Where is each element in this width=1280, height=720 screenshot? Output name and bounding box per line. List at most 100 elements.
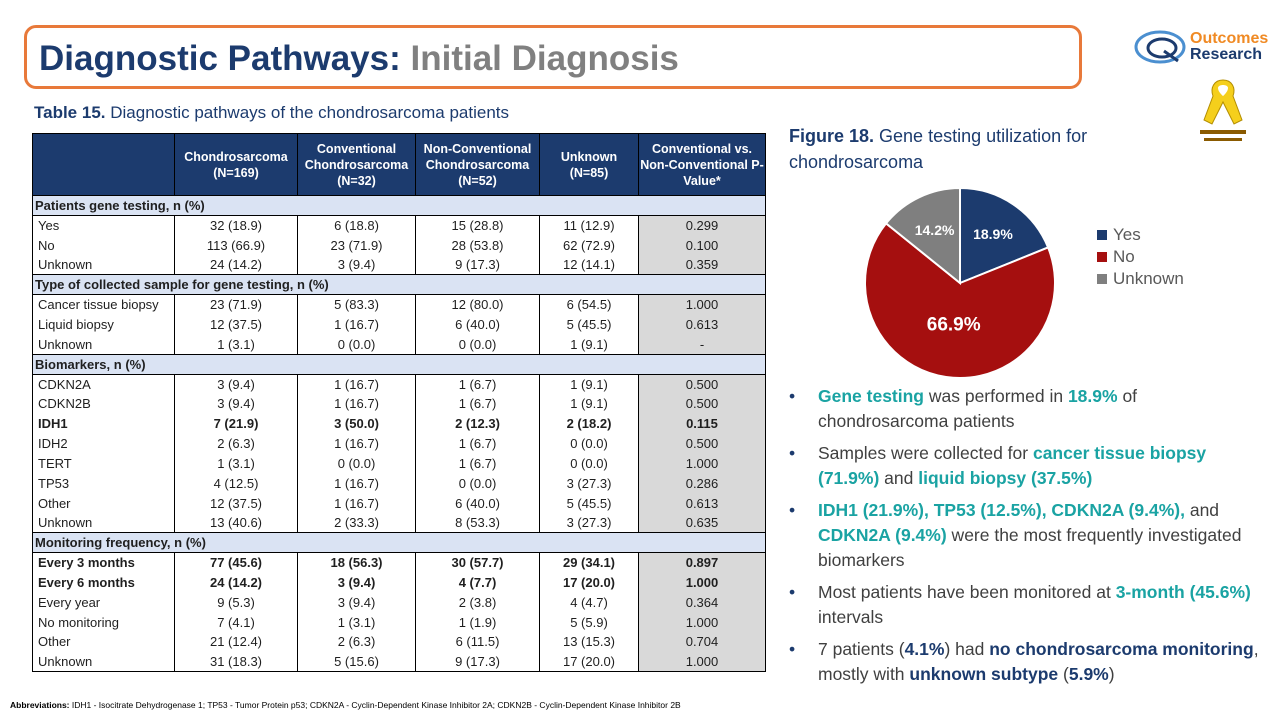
p-value-cell: 1.000 (638, 453, 766, 474)
bullet-text: Samples were collected for (818, 443, 1033, 463)
row-label: Other (32, 493, 175, 513)
table-cell: 0 (0.0) (297, 453, 416, 474)
bullet-icon: • (789, 639, 796, 659)
column-header: Unknown (N=85) (539, 133, 639, 196)
table-caption-label: Table 15. (34, 103, 106, 122)
bullet-text: 3-month (45.6%) (1115, 582, 1251, 602)
table-cell: 4 (12.5) (174, 473, 298, 494)
p-value-cell: 1.000 (638, 612, 766, 633)
legend-swatch (1097, 274, 1107, 284)
table-row: TERT 1 (3.1) 0 (0.0) 1 (6.7) 0 (0.0) 1.000 (32, 453, 766, 474)
bullet-item: • Samples were collected for cancer tissu… (789, 441, 1259, 491)
bullet-item: • Most patients have been monitored at 3-… (789, 580, 1259, 630)
table-cell: 1 (9.1) (539, 374, 639, 394)
table-cell: 17 (20.0) (539, 651, 639, 673)
logo-line1: Outcomes (1190, 30, 1269, 47)
table-cell: 1 (6.7) (415, 374, 540, 394)
bullet-text: 7 patients ( (818, 639, 905, 659)
bullet-text: , mostly with (818, 639, 1259, 684)
title-sub: Initial Diagnosis (410, 39, 679, 78)
legend-label: Yes (1113, 225, 1141, 244)
legend-item: No (1097, 246, 1184, 268)
legend-label: Unknown (1113, 269, 1184, 288)
table-cell: 31 (18.3) (174, 651, 298, 673)
table-cell: 0 (0.0) (415, 473, 540, 494)
table-cell: 12 (14.1) (539, 255, 639, 275)
legend-item: Unknown (1097, 268, 1184, 290)
column-header: Chondrosarcoma (N=169) (174, 133, 298, 196)
legend-label: No (1113, 247, 1135, 266)
table-row: Every 3 months 77 (45.6) 18 (56.3) 30 (57.7… (32, 552, 766, 573)
bullet-text: liquid biopsy (37.5%) (918, 468, 1093, 488)
table-cell: 5 (45.5) (539, 493, 639, 513)
table-cell: 5 (15.6) (297, 651, 416, 673)
table-cell: 1 (3.1) (297, 612, 416, 633)
table-row: Every year 9 (5.3) 3 (9.4) 2 (3.8) 4 (4.7) 0.… (32, 592, 766, 613)
table-row: CDKN2B 3 (9.4) 1 (16.7) 1 (6.7) 1 (9.1) 0.500 (32, 393, 766, 414)
table-cell: 1 (3.1) (174, 334, 298, 355)
table-cell: 6 (54.5) (539, 294, 639, 315)
p-value-cell: 0.897 (638, 552, 766, 573)
table-cell: 3 (9.4) (297, 255, 416, 275)
legend-swatch (1097, 230, 1107, 240)
bullet-item: • Gene testing was performed in 18.9% of … (789, 384, 1259, 434)
table-cell: 8 (53.3) (415, 513, 540, 533)
figure-caption: Figure 18. Gene testing utilization for … (789, 123, 1149, 175)
row-label: TP53 (32, 473, 175, 494)
row-label: IDH2 (32, 433, 175, 454)
table-cell: 3 (50.0) (297, 413, 416, 434)
bullet-text: Most patients have been monitored at (818, 582, 1116, 602)
pie-data-label: 18.9% (973, 226, 1013, 242)
p-value-cell: 0.364 (638, 592, 766, 613)
table-cell: 1 (16.7) (297, 314, 416, 335)
table-row: No 113 (66.9) 23 (71.9) 28 (53.8) 62 (72.9) 0… (32, 235, 766, 256)
table-cell: 15 (28.8) (415, 215, 540, 236)
table-cell: 3 (9.4) (297, 572, 416, 593)
table-caption-text: Diagnostic pathways of the chondrosarcom… (110, 103, 510, 122)
table-row: Yes 32 (18.9) 6 (18.8) 15 (28.8) 11 (12.9) 0.… (32, 215, 766, 236)
table-cell: 1 (16.7) (297, 433, 416, 454)
table-cell: 6 (40.0) (415, 314, 540, 335)
table-cell: 3 (9.4) (174, 393, 298, 414)
table-cell: 62 (72.9) (539, 235, 639, 256)
row-label: Unknown (32, 513, 175, 533)
table-cell: 3 (9.4) (297, 592, 416, 613)
table-cell: 3 (27.3) (539, 513, 639, 533)
bullet-text: 5.9% (1068, 664, 1109, 684)
title-box: Diagnostic Pathways: Initial Diagnosis (24, 25, 1082, 89)
table-cell: 9 (5.3) (174, 592, 298, 613)
table-cell: 1 (16.7) (297, 473, 416, 494)
table-cell: 12 (37.5) (174, 493, 298, 513)
table-header-row: Chondrosarcoma (N=169) Conventional Chond… (32, 133, 766, 196)
p-value-cell: 0.613 (638, 493, 766, 513)
table-cell: 9 (17.3) (415, 651, 540, 673)
table-cell: 4 (7.7) (415, 572, 540, 593)
table-row: CDKN2A 3 (9.4) 1 (16.7) 1 (6.7) 1 (9.1) 0.500 (32, 374, 766, 394)
figure-caption-text: Gene testing utilization for chondrosarc… (789, 126, 1088, 172)
p-value-cell: 0.613 (638, 314, 766, 335)
row-label: Other (32, 632, 175, 652)
table-cell: 1 (6.7) (415, 393, 540, 414)
logo-line2: Research (1190, 46, 1263, 63)
diagnostic-pathways-table: Chondrosarcoma (N=169) Conventional Chond… (32, 133, 766, 673)
bullet-text: was performed in (924, 386, 1068, 406)
row-label: IDH1 (32, 413, 175, 434)
row-label: No (32, 235, 175, 256)
table-cell: 2 (6.3) (297, 632, 416, 652)
table-row: Other 12 (37.5) 1 (16.7) 6 (40.0) 5 (45.5) 0.… (32, 493, 766, 513)
bullet-text: intervals (818, 607, 884, 627)
table-cell: 23 (71.9) (174, 294, 298, 315)
table-cell: 5 (5.9) (539, 612, 639, 633)
p-value-cell: 0.500 (638, 374, 766, 394)
table-cell: 3 (27.3) (539, 473, 639, 494)
table-cell: 2 (3.8) (415, 592, 540, 613)
p-value-cell: - (638, 334, 766, 355)
p-value-cell: 0.500 (638, 393, 766, 414)
section-label: Type of collected sample for gene testin… (32, 274, 766, 296)
bullet-icon: • (789, 386, 796, 406)
table-cell: 1 (1.9) (415, 612, 540, 633)
bullet-text: were the most frequently investigated bi… (818, 525, 1242, 570)
table-cell: 5 (45.5) (539, 314, 639, 335)
section-label: Monitoring frequency, n (%) (32, 532, 766, 554)
ribbon-logo-icon (1200, 79, 1246, 141)
